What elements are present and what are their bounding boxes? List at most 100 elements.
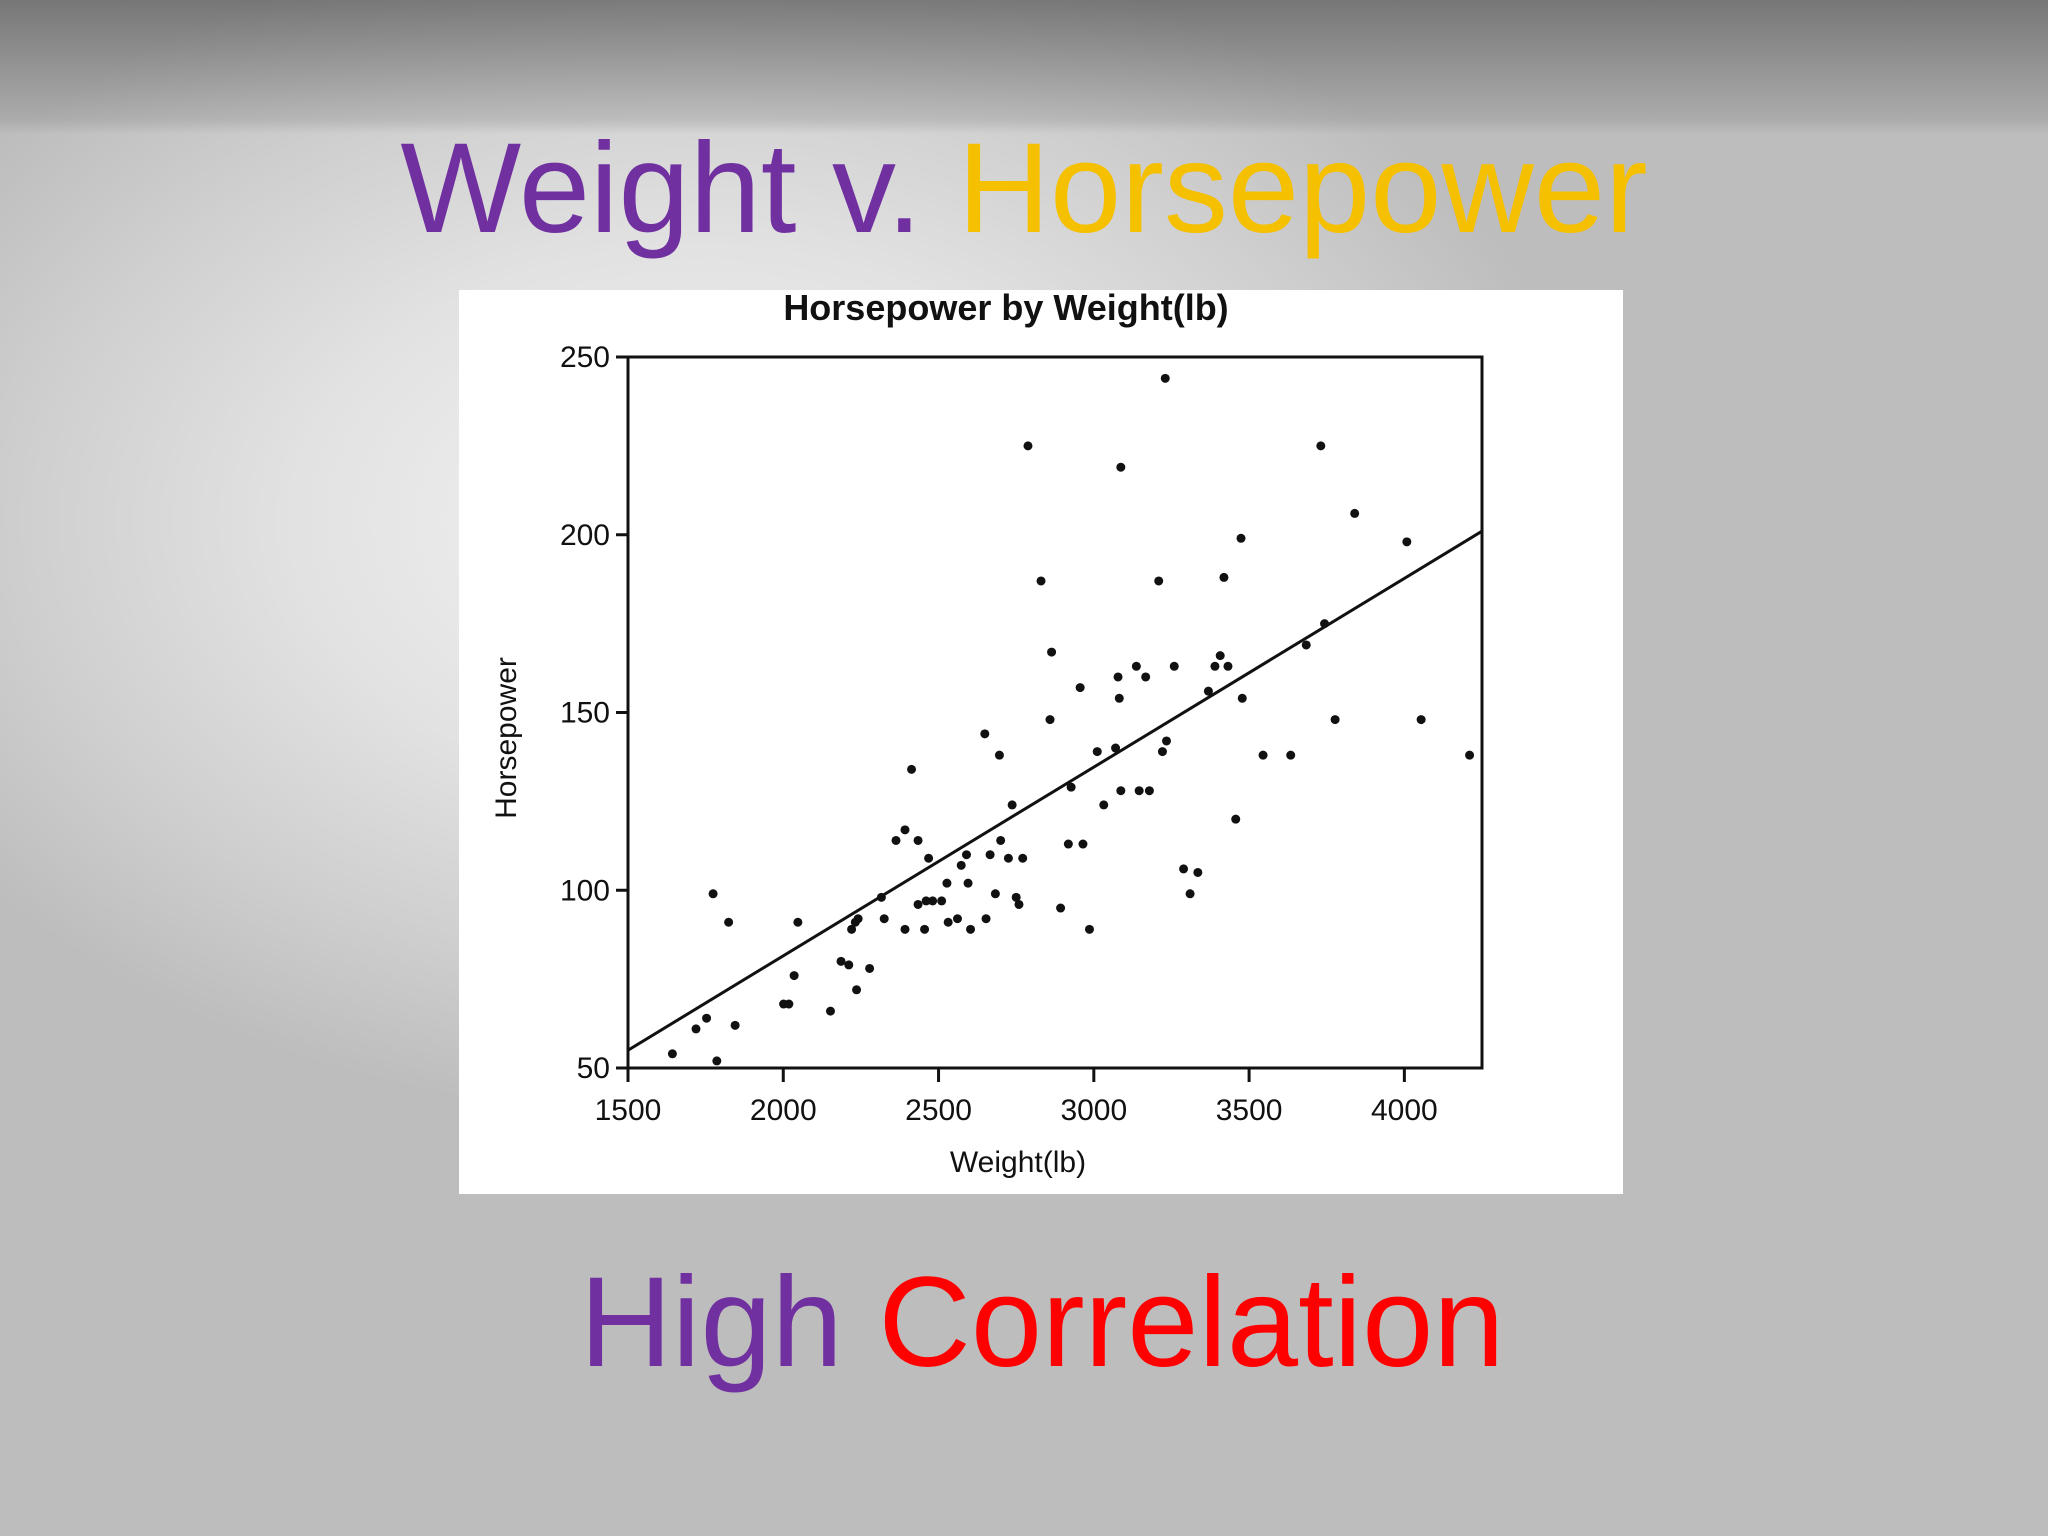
- y-tick-label: 250: [560, 341, 610, 374]
- scatter-point: [1036, 576, 1046, 586]
- x-tick-label: 3000: [1060, 1094, 1127, 1127]
- scatter-point: [956, 860, 966, 870]
- scatter-point: [921, 896, 931, 906]
- scatter-point: [879, 914, 889, 924]
- scatter-point: [1003, 853, 1013, 863]
- scatter-point: [985, 850, 995, 860]
- scatter-point: [1416, 715, 1426, 725]
- scatter-point: [1131, 661, 1141, 671]
- scatter-point: [1007, 800, 1017, 810]
- scatter-point: [1210, 661, 1220, 671]
- y-tick-label: 200: [560, 519, 610, 552]
- scatter-point: [793, 917, 803, 927]
- scatter-point: [942, 878, 952, 888]
- scatter-point: [708, 889, 718, 899]
- trend-line: [627, 529, 1483, 1052]
- title-part: Horsepower: [958, 117, 1648, 260]
- scatter-point: [1193, 867, 1203, 877]
- scatter-point: [1056, 903, 1066, 913]
- scatter-point: [907, 764, 917, 774]
- scatter-point: [691, 1024, 701, 1034]
- scatter-point: [1045, 715, 1055, 725]
- scatter-point: [712, 1056, 722, 1066]
- scatter-point: [865, 963, 875, 973]
- scatter-point: [1154, 576, 1164, 586]
- scatter-point: [1203, 686, 1213, 696]
- scatter-point: [924, 853, 934, 863]
- scatter-point: [1465, 750, 1475, 760]
- scatter-point: [1141, 672, 1151, 682]
- y-tick-label: 100: [560, 874, 610, 907]
- scatter-point: [1215, 651, 1225, 661]
- y-tick-label: 150: [560, 697, 610, 730]
- scatter-point: [1402, 537, 1412, 547]
- scatter-point: [996, 835, 1006, 845]
- scatter-point: [847, 924, 857, 934]
- scatter-point: [943, 917, 953, 927]
- scatter-point: [952, 914, 962, 924]
- scatter-point: [966, 924, 976, 934]
- scatter-point: [981, 914, 991, 924]
- x-tick-label: 1500: [595, 1094, 662, 1127]
- scatter-point: [825, 1006, 835, 1016]
- x-tick-label: 2000: [750, 1094, 817, 1127]
- chart-title: Horsepower by Weight(lb): [783, 287, 1228, 328]
- scatter-point: [1084, 924, 1094, 934]
- scatter-point: [990, 889, 1000, 899]
- scatter-point: [1092, 747, 1102, 757]
- scatter-point: [994, 750, 1004, 760]
- scatter-point: [1116, 462, 1126, 472]
- scatter-point: [1286, 750, 1296, 760]
- scatter-point: [784, 999, 794, 1009]
- scatter-point: [1350, 508, 1360, 518]
- scatter-point: [1223, 661, 1233, 671]
- scatter-point: [1023, 441, 1033, 451]
- scatter-point: [1014, 899, 1024, 909]
- scatter-point: [1078, 839, 1088, 849]
- scatter-point: [730, 1020, 740, 1030]
- scatter-point: [1231, 814, 1241, 824]
- scatter-point: [920, 924, 930, 934]
- x-tick-label: 4000: [1371, 1094, 1438, 1127]
- scatter-point: [1134, 786, 1144, 796]
- x-tick-label: 3500: [1216, 1094, 1283, 1127]
- scatter-point: [667, 1049, 677, 1059]
- scatter-point: [1161, 736, 1171, 746]
- scatter-point: [1258, 750, 1268, 760]
- y-tick-label: 50: [577, 1052, 610, 1085]
- scatter-point: [852, 985, 862, 995]
- x-tick-label: 2500: [905, 1094, 972, 1127]
- scatter-point: [1237, 693, 1247, 703]
- scatter-point: [913, 835, 923, 845]
- scatter-point: [961, 850, 971, 860]
- scatter-point: [724, 917, 734, 927]
- title-part: Weight v.: [400, 117, 922, 260]
- scatter-point: [900, 825, 910, 835]
- scatter-point: [1219, 572, 1229, 582]
- caption-part: High: [580, 1251, 843, 1394]
- scatter-point: [1018, 853, 1028, 863]
- scatter-point: [1114, 693, 1124, 703]
- scatter-point: [1301, 640, 1311, 650]
- scatter-point: [900, 924, 910, 934]
- scatter-point: [963, 878, 973, 888]
- scatter-point: [1116, 786, 1126, 796]
- scatter-point: [1144, 786, 1154, 796]
- scatter-point: [853, 914, 863, 924]
- scatter-point: [702, 1013, 712, 1023]
- scatter-point: [1111, 743, 1121, 753]
- scatter-point: [1236, 533, 1246, 543]
- scatter-point: [1113, 672, 1123, 682]
- scatter-point: [836, 956, 846, 966]
- scatter-point: [1063, 839, 1073, 849]
- scatter-point: [1169, 661, 1179, 671]
- slide-caption: High Correlation: [580, 1251, 1505, 1394]
- scatter-point: [1185, 889, 1195, 899]
- scatter-point: [1075, 683, 1085, 693]
- scatter-point: [1316, 441, 1326, 451]
- scatter-point: [789, 971, 799, 981]
- scatter-point: [980, 729, 990, 739]
- scatter-point: [1066, 782, 1076, 792]
